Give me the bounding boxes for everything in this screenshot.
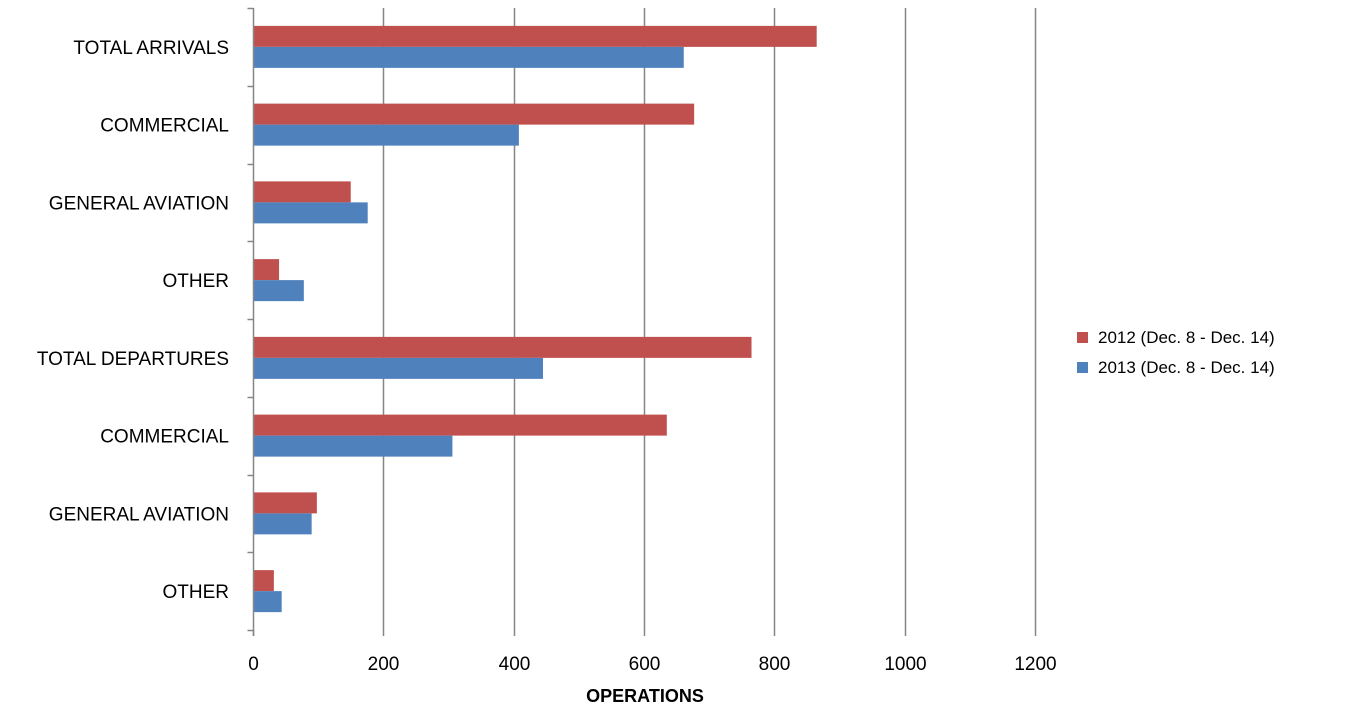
legend-label-2013: 2013 (Dec. 8 - Dec. 14) <box>1098 358 1275 377</box>
bar-2013 <box>253 435 453 457</box>
legend: 2012 (Dec. 8 - Dec. 14) 2013 (Dec. 8 - De… <box>1077 328 1275 377</box>
axes <box>247 7 1037 636</box>
category-label: TOTAL DEPARTURES <box>37 349 229 370</box>
category-label: OTHER <box>163 271 230 292</box>
bar-2012 <box>253 414 667 436</box>
bar-2012 <box>253 181 351 203</box>
category-label: COMMERCIAL <box>100 116 229 137</box>
bar-2012 <box>253 103 695 125</box>
bar-2013 <box>253 46 684 68</box>
x-tick-label: 200 <box>368 654 400 675</box>
bar-2013 <box>253 513 312 535</box>
legend-label-2012: 2012 (Dec. 8 - Dec. 14) <box>1098 328 1275 347</box>
x-tick-label: 0 <box>248 654 259 675</box>
bar-2013 <box>253 280 304 302</box>
tick-labels: 0 200 400 600 800 1000 1200 <box>248 654 1056 675</box>
bar-2013 <box>253 591 282 613</box>
bar-2013 <box>253 202 368 224</box>
bar-2012 <box>253 259 280 281</box>
category-label: GENERAL AVIATION <box>49 193 229 214</box>
bar-2012 <box>253 492 317 514</box>
category-labels: TOTAL ARRIVALS COMMERCIAL GENERAL AVIATION… <box>37 38 229 603</box>
bar-2012 <box>253 336 752 358</box>
bar-2012 <box>253 570 274 592</box>
bars <box>253 25 817 613</box>
category-label: COMMERCIAL <box>100 427 229 448</box>
bar-2013 <box>253 124 519 146</box>
legend-swatch-2012 <box>1077 332 1088 343</box>
bar-2012 <box>253 25 817 47</box>
category-label: TOTAL ARRIVALS <box>73 38 229 59</box>
x-tick-label: 1000 <box>884 654 926 675</box>
x-axis-title: OPERATIONS <box>586 686 704 706</box>
x-tick-label: 600 <box>629 654 661 675</box>
category-label: OTHER <box>163 582 230 603</box>
category-label: GENERAL AVIATION <box>49 504 229 525</box>
x-tick-label: 400 <box>499 654 531 675</box>
bar-2013 <box>253 357 543 379</box>
x-tick-label: 1200 <box>1014 654 1056 675</box>
x-tick-label: 800 <box>759 654 791 675</box>
gridlines <box>382 8 1037 630</box>
legend-swatch-2013 <box>1077 362 1088 373</box>
